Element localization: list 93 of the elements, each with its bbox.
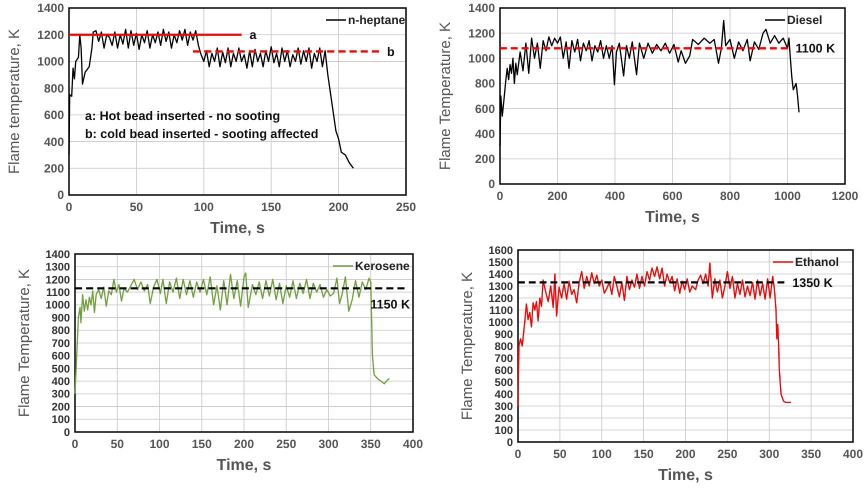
y-tick-label: 1000	[468, 51, 496, 66]
y-tick-label: 200	[52, 401, 70, 414]
legend-label: Diesel	[787, 13, 822, 28]
y-tick-label: 300	[52, 388, 70, 401]
x-tick-label: 300	[759, 447, 780, 461]
y-tick-label: 400	[474, 126, 496, 141]
y-tick-label: 1000	[488, 316, 513, 329]
y-tick-label: 0	[488, 177, 496, 192]
y-tick-label: 1000	[37, 54, 64, 69]
y-tick-label: 1400	[46, 248, 70, 261]
x-tick-label: 400	[842, 447, 864, 461]
annotation: a	[250, 28, 258, 42]
y-tick-label: 300	[494, 400, 513, 413]
y-tick-label: 1400	[488, 268, 513, 281]
x-tick-label: 100	[194, 200, 214, 214]
y-tick-label: 600	[44, 108, 64, 122]
y-tick-label: 700	[52, 338, 70, 350]
x-tick-label: 350	[360, 437, 382, 451]
y-tick-label: 800	[52, 325, 70, 338]
y-tick-label: 900	[494, 328, 513, 341]
y-tick-label: 1300	[46, 262, 70, 274]
y-tick-label: 200	[494, 412, 513, 425]
y-tick-label: 1600	[488, 244, 513, 257]
x-tick-label: 50	[130, 200, 144, 214]
x-tick-label: 100	[149, 437, 170, 451]
y-tick-label: 500	[52, 363, 70, 376]
y-tick-label: 1500	[488, 256, 513, 269]
x-tick-label: 250	[276, 437, 297, 451]
x-tick-label: 50	[110, 437, 124, 451]
annotation: 1350 K	[792, 276, 833, 290]
x-tick-label: 200	[328, 200, 349, 214]
x-tick-label: 150	[261, 200, 282, 214]
annotation: b	[387, 44, 396, 59]
y-tick-label: 700	[494, 352, 513, 365]
y-tick-label: 0	[64, 426, 70, 439]
y-tick-label: 1100	[489, 304, 513, 317]
y-tick-label: 100	[494, 424, 513, 437]
x-axis-title: Time, s	[645, 209, 700, 226]
y-axis-title: Flame Temperature, K	[437, 22, 454, 170]
y-tick-label: 900	[52, 312, 70, 324]
y-tick-label: 400	[52, 376, 70, 388]
x-tick-label: 200	[547, 189, 568, 203]
x-tick-label: 250	[396, 200, 416, 214]
x-tick-label: 150	[634, 447, 654, 461]
legend-label: Kerosene	[355, 259, 410, 274]
y-tick-label: 1400	[468, 1, 496, 16]
y-tick-label: 800	[494, 340, 513, 353]
x-tick-label: 1200	[832, 189, 859, 203]
y-tick-label: 100	[52, 414, 70, 426]
annotation: b: cold bead inserted - sooting affected	[85, 127, 318, 142]
y-axis-title: Flame Temperature, K	[16, 268, 33, 418]
x-tick-label: 350	[801, 447, 822, 461]
x-tick-label: 200	[234, 437, 254, 451]
x-tick-label: 800	[720, 189, 740, 203]
x-axis-title: Time, s	[210, 220, 266, 237]
x-tick-label: 400	[604, 189, 626, 203]
x-tick-label: 600	[662, 189, 683, 203]
y-axis-title: Flame temperature, K	[6, 28, 23, 174]
x-tick-label: 1000	[774, 189, 802, 203]
y-tick-label: 200	[44, 161, 64, 176]
y-tick-label: 400	[44, 134, 64, 149]
x-tick-label: 0	[72, 437, 79, 451]
y-tick-label: 1200	[37, 28, 64, 42]
y-axis-title: Flame Temperature, K	[459, 272, 476, 420]
x-tick-label: 100	[592, 447, 612, 461]
legend-label: Ethanol	[795, 255, 839, 270]
y-tick-label: 800	[474, 76, 496, 91]
y-tick-label: 400	[494, 388, 513, 401]
x-tick-label: 300	[318, 437, 339, 451]
y-tick-label: 1200	[468, 26, 496, 40]
x-axis-title: Time, s	[216, 457, 272, 474]
x-tick-label: 250	[717, 447, 738, 461]
y-tick-label: 1100	[46, 286, 70, 299]
y-tick-label: 600	[494, 364, 513, 377]
y-tick-label: 600	[474, 102, 496, 116]
x-tick-label: 150	[192, 437, 212, 451]
y-tick-label: 200	[474, 152, 496, 166]
annotation: 1100 K	[796, 42, 836, 56]
x-tick-label: 0	[514, 447, 522, 461]
y-tick-label: 800	[44, 81, 64, 96]
x-tick-label: 200	[675, 447, 696, 461]
y-tick-label: 600	[52, 350, 70, 363]
y-tick-label: 1400	[37, 1, 64, 16]
y-tick-label: 1200	[488, 292, 513, 305]
x-axis-title: Time, s	[658, 467, 714, 484]
x-tick-label: 400	[402, 437, 424, 451]
legend-label: n-heptane	[348, 13, 406, 28]
x-tick-label: 50	[553, 447, 567, 461]
y-tick-label: 500	[494, 376, 513, 389]
annotation: a: Hot bead inserted - no sooting	[85, 109, 280, 124]
y-tick-label: 1000	[46, 300, 70, 312]
y-tick-label: 1200	[46, 274, 70, 286]
y-tick-label: 1300	[488, 280, 513, 293]
